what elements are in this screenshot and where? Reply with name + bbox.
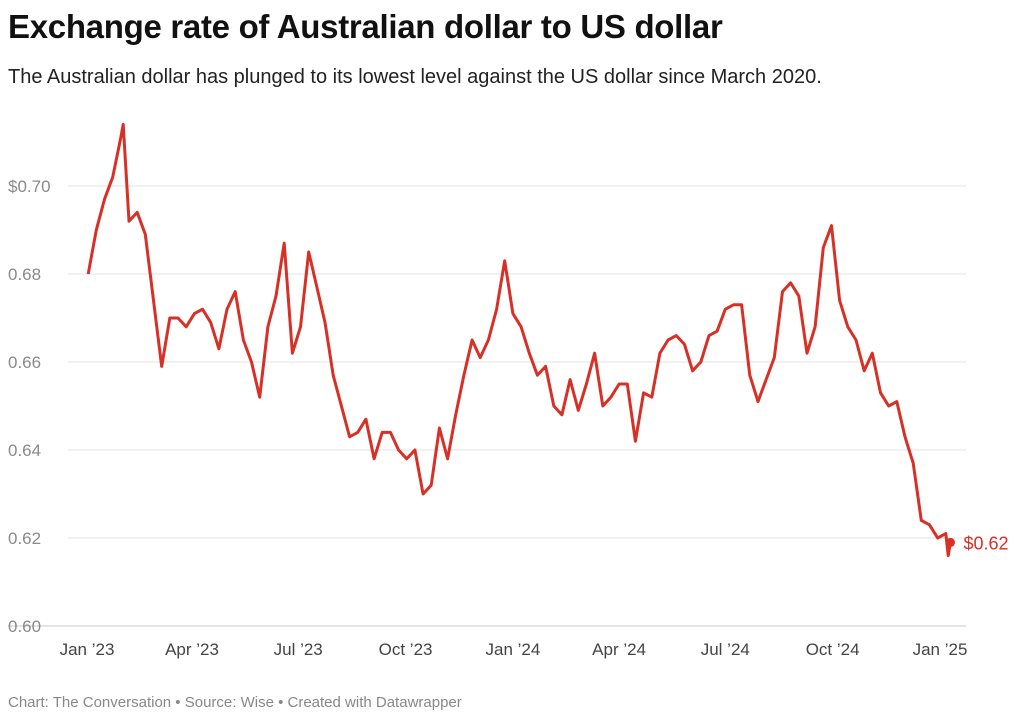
x-tick-label: Jan ’25 <box>913 640 968 659</box>
x-tick-label: Oct ’24 <box>806 640 860 659</box>
x-tick-label: Jan ’24 <box>486 640 541 659</box>
chart-subtitle: The Australian dollar has plunged to its… <box>8 66 822 88</box>
y-tick-label: 0.68 <box>8 265 41 284</box>
x-tick-label: Oct ’23 <box>379 640 433 659</box>
x-tick-label: Jul ’24 <box>701 640 750 659</box>
end-point-marker <box>946 537 956 547</box>
y-tick-label: 0.60 <box>8 617 41 636</box>
x-tick-label: Apr ’23 <box>165 640 219 659</box>
y-tick-label: 0.64 <box>8 441 41 460</box>
chart-title: Exchange rate of Australian dollar to US… <box>8 8 723 45</box>
end-value-label: $0.62 <box>964 533 1009 553</box>
y-tick-label: $0.70 <box>8 177 51 196</box>
chart-footer: Chart: The Conversation • Source: Wise •… <box>8 694 462 711</box>
x-tick-label: Apr ’24 <box>592 640 646 659</box>
x-tick-label: Jan ’23 <box>60 640 115 659</box>
exchange-rate-line <box>86 122 952 558</box>
x-tick-label: Jul ’23 <box>274 640 323 659</box>
y-tick-label: 0.62 <box>8 529 41 548</box>
y-tick-label: 0.66 <box>8 353 41 372</box>
